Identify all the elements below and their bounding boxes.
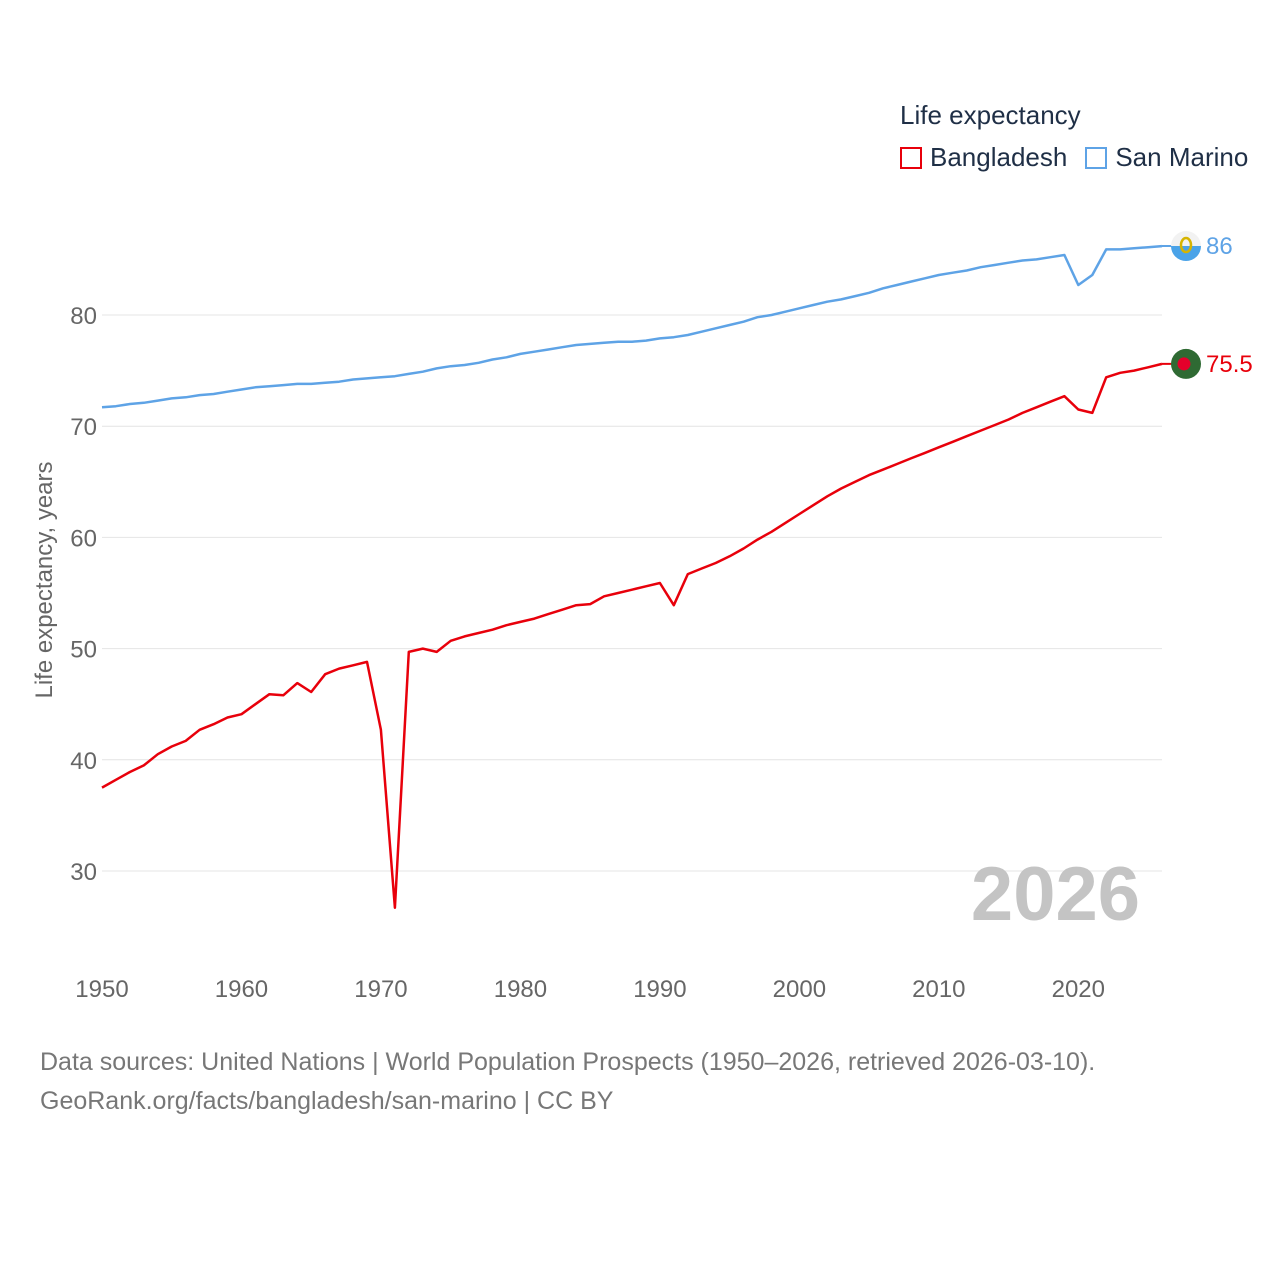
source-line-1: Data sources: United Nations | World Pop…: [40, 1048, 1096, 1076]
bangladesh-flag-icon: [1171, 348, 1201, 379]
legend-title: Life expectancy: [900, 100, 1081, 130]
series-line-san-marino[interactable]: [101, 244, 1163, 409]
flag-bottom: [1171, 246, 1201, 262]
legend-item-san-marino[interactable]: San Marino: [1085, 142, 1248, 173]
legend-item-bangladesh[interactable]: Bangladesh: [900, 142, 1067, 173]
y-tick-label: 50: [70, 637, 97, 664]
y-axis-ticks: 30 40 50 60 70 80: [70, 303, 97, 886]
y-tick-label: 40: [70, 748, 97, 775]
end-label-san-marino: 86: [1206, 233, 1233, 260]
x-axis-ticks: 1950 1960 1970 1980 1990 2000 2010 2020: [75, 976, 1105, 1003]
legend-swatch-san-marino: [1085, 146, 1108, 169]
legend-swatch-bangladesh: [900, 146, 922, 169]
x-tick-label: 1980: [494, 976, 547, 1003]
end-markers: 75.5 86: [1162, 231, 1253, 379]
legend-label-san-marino: San Marino: [1115, 142, 1249, 172]
flag-emblem: [1179, 236, 1193, 254]
san-marino-flag-icon: [1171, 231, 1201, 262]
x-tick-label: 1960: [215, 976, 268, 1003]
x-tick-label: 1970: [354, 976, 407, 1003]
year-watermark: 2026: [971, 852, 1140, 937]
source-note: Data sources: United Nations | World Pop…: [40, 1043, 1095, 1121]
x-tick-label: 1950: [75, 976, 128, 1003]
y-tick-label: 80: [70, 303, 97, 330]
y-tick-label: 30: [70, 859, 97, 886]
series-line-bangladesh[interactable]: [101, 362, 1163, 909]
x-tick-label: 2020: [1052, 976, 1105, 1003]
flag-disc: [1177, 357, 1191, 371]
y-tick-label: 70: [70, 414, 97, 441]
y-axis-label: Life expectancy, years: [31, 461, 58, 698]
series-lines: [101, 244, 1163, 909]
source-line-2[interactable]: GeoRank.org/facts/bangladesh/san-marino …: [40, 1087, 614, 1115]
x-tick-label: 2010: [912, 976, 965, 1003]
x-tick-label: 1990: [633, 976, 686, 1003]
x-tick-label: 2000: [773, 976, 826, 1003]
y-tick-label: 60: [70, 525, 97, 552]
end-label-bangladesh: 75.5: [1206, 351, 1253, 378]
legend: Bangladesh San Marino: [900, 142, 1266, 173]
legend-label-bangladesh: Bangladesh: [930, 142, 1068, 172]
grid-lines: [102, 314, 1162, 872]
